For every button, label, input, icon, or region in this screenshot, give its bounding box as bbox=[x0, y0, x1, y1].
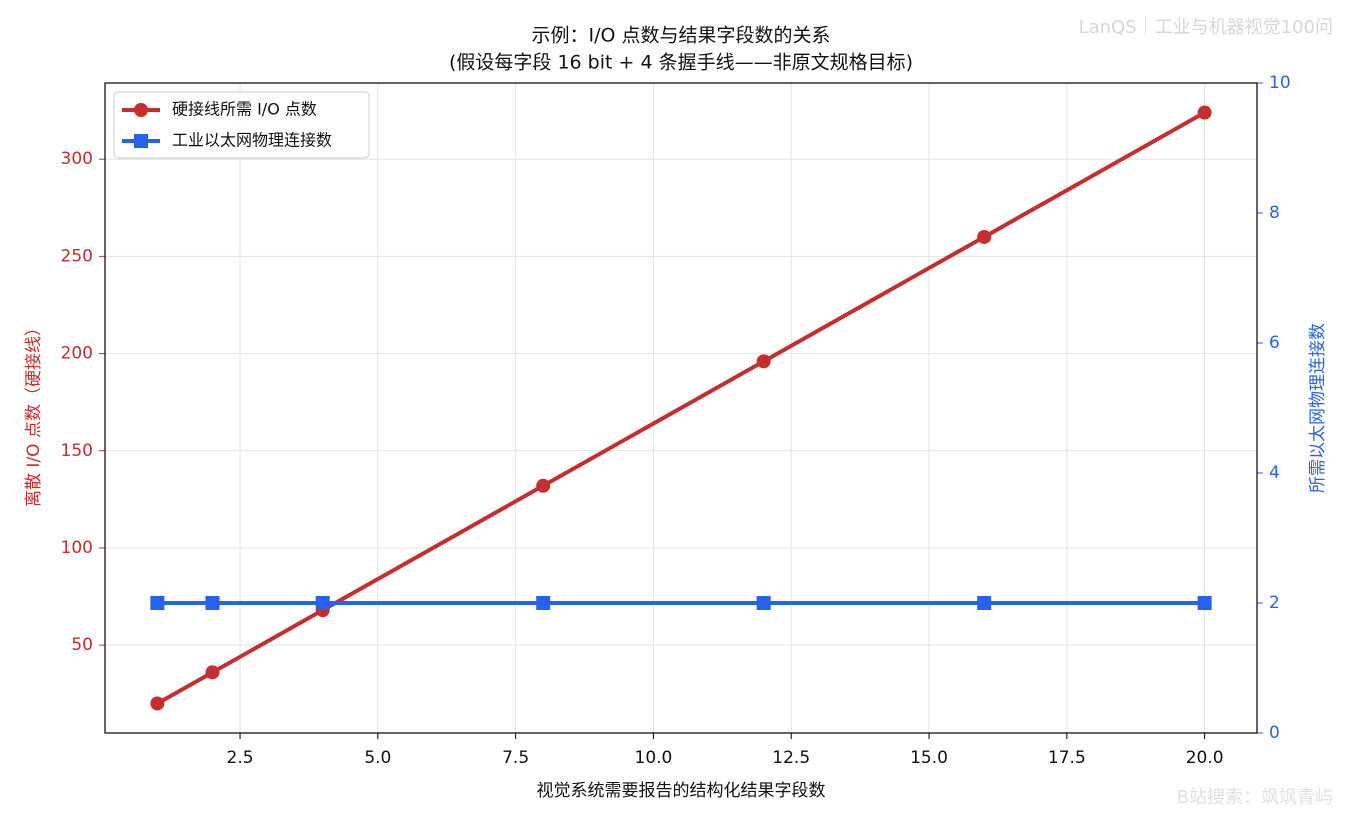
point bbox=[977, 596, 992, 610]
y-tick-label: 300 bbox=[61, 149, 93, 169]
point bbox=[315, 596, 330, 610]
y2-tick-label: 6 bbox=[1269, 333, 1280, 353]
point bbox=[756, 354, 771, 369]
x-tick-label: 10.0 bbox=[635, 748, 673, 768]
y2-tick-label: 10 bbox=[1269, 73, 1291, 93]
x-tick-label: 20.0 bbox=[1186, 748, 1224, 768]
series-line bbox=[156, 110, 1206, 706]
point bbox=[536, 478, 551, 493]
point bbox=[150, 596, 165, 610]
x-axis-label: 视觉系统需要报告的结构化结果字段数 bbox=[537, 781, 826, 801]
x-tick-label: 2.5 bbox=[227, 748, 254, 768]
y-tick-label: 50 bbox=[71, 635, 93, 655]
y2-axis-label: 所需以太网物理连接数 bbox=[1308, 323, 1328, 493]
x-tick-label: 5.0 bbox=[364, 748, 391, 768]
point bbox=[150, 696, 165, 711]
chart-title: 示例：I/O 点数与结果字段数的关系 bbox=[531, 25, 830, 47]
point bbox=[756, 596, 771, 610]
chart-subtitle: (假设每字段 16 bit + 4 条握手线——非原文规格目标) bbox=[449, 52, 913, 74]
y-tick-label: 200 bbox=[61, 344, 93, 364]
point bbox=[977, 229, 992, 244]
y-axis-label: 离散 I/O 点数（硬接线） bbox=[24, 319, 44, 507]
x-tick-label: 15.0 bbox=[910, 748, 948, 768]
y-tick-label: 250 bbox=[61, 246, 93, 266]
point bbox=[205, 596, 220, 610]
y2-tick-label: 2 bbox=[1269, 593, 1280, 613]
y2-tick-label: 0 bbox=[1269, 723, 1280, 743]
watermark: B站搜索：飒飒青屿 bbox=[1177, 787, 1333, 808]
legend-label: 工业以太网物理连接数 bbox=[172, 131, 332, 150]
legend-box bbox=[113, 91, 370, 159]
legend-label: 硬接线所需 I/O 点数 bbox=[172, 100, 317, 119]
y2-tick-label: 4 bbox=[1269, 463, 1280, 483]
point bbox=[1197, 596, 1212, 610]
x-tick-label: 12.5 bbox=[772, 748, 810, 768]
y-tick-label: 100 bbox=[61, 538, 93, 558]
legend-marker bbox=[134, 134, 148, 148]
x-tick-label: 17.5 bbox=[1048, 748, 1086, 768]
watermark: LanQS｜工业与机器视觉100问 bbox=[1079, 17, 1333, 38]
y-tick-label: 150 bbox=[61, 441, 93, 461]
point bbox=[205, 665, 220, 680]
point bbox=[1197, 105, 1212, 120]
y2-tick-label: 8 bbox=[1269, 203, 1280, 223]
plot-frame bbox=[104, 82, 1258, 734]
legend-marker bbox=[134, 103, 148, 117]
point bbox=[536, 596, 551, 610]
x-tick-label: 7.5 bbox=[502, 748, 529, 768]
